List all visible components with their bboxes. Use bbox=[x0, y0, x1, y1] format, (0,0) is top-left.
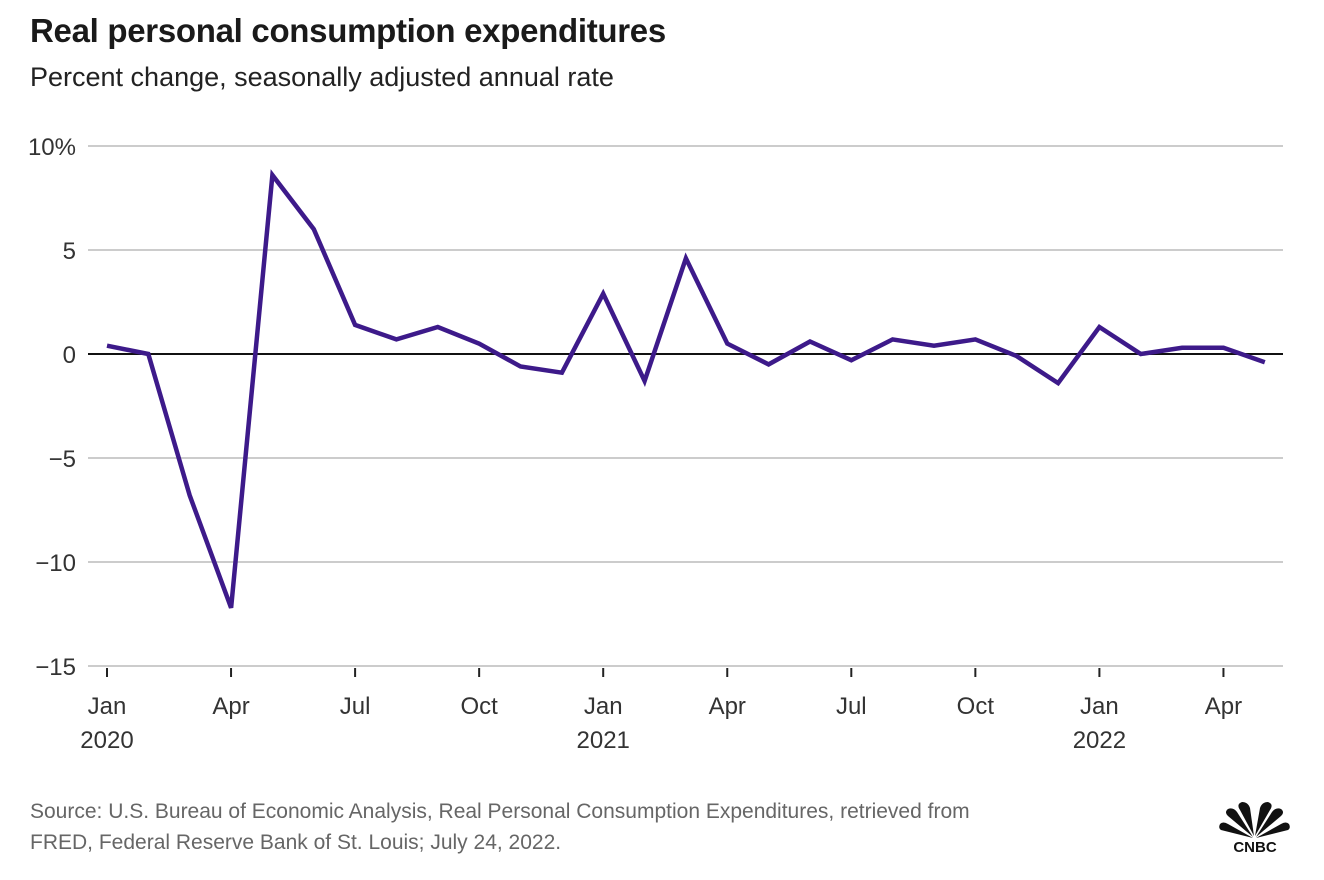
y-tick-label: 5 bbox=[63, 238, 76, 265]
y-tick-label: −10 bbox=[35, 550, 76, 577]
source-note: Source: U.S. Bureau of Economic Analysis… bbox=[30, 796, 1190, 858]
source-line-2: FRED, Federal Reserve Bank of St. Louis;… bbox=[30, 831, 562, 854]
chart-title: Real personal consumption expenditures bbox=[30, 12, 666, 49]
x-tick-label: Apr bbox=[709, 693, 746, 720]
source-line-1: Source: U.S. Bureau of Economic Analysis… bbox=[30, 800, 970, 823]
y-tick-label: 0 bbox=[63, 342, 76, 369]
x-tick-label: Apr bbox=[1205, 693, 1242, 720]
x-tick-label: Jan bbox=[88, 693, 127, 720]
x-tick-label: Jan bbox=[1080, 693, 1119, 720]
gridlines bbox=[88, 145, 1283, 667]
x-axis: Jan 2020 Apr Jul Oct Jan 2021 Apr Jul Oct Jan 2022 A… bbox=[80, 668, 1242, 754]
y-axis-labels: 10% 5 0 −5 −10 −15 bbox=[28, 134, 76, 681]
x-tick-label: Apr bbox=[212, 693, 249, 720]
series-group bbox=[106, 169, 1266, 609]
x-tick-year-label: 2021 bbox=[577, 727, 630, 754]
x-tick-label: Jul bbox=[836, 693, 867, 720]
y-tick-label: 10% bbox=[28, 134, 76, 161]
series-line bbox=[106, 169, 1266, 609]
x-tick-year-label: 2022 bbox=[1073, 727, 1126, 754]
x-tick-label: Oct bbox=[957, 693, 995, 720]
y-tick-label: −5 bbox=[49, 446, 76, 473]
x-tick-year-label: 2020 bbox=[80, 727, 133, 754]
chart-subtitle: Percent change, seasonally adjusted annu… bbox=[30, 62, 614, 92]
x-tick-label: Jan bbox=[584, 693, 623, 720]
line-chart: 10% 5 0 −5 −10 −15 Jan 2020 Apr Jul Oct Jan 2021 Apr… bbox=[28, 134, 1283, 754]
x-tick-label: Jul bbox=[340, 693, 371, 720]
y-tick-label: −15 bbox=[35, 654, 76, 681]
cnbc-peacock-icon: CNBC bbox=[1219, 802, 1290, 854]
x-tick-label: Oct bbox=[460, 693, 498, 720]
logo-text: CNBC bbox=[1233, 839, 1276, 854]
